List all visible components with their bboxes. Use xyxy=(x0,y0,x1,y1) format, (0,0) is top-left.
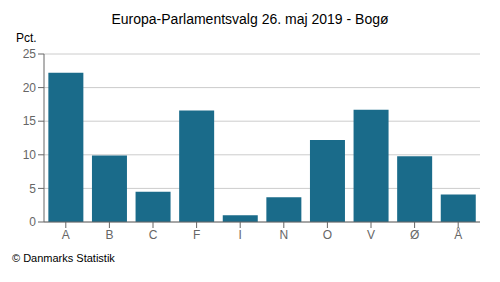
svg-text:15: 15 xyxy=(23,114,37,128)
svg-text:N: N xyxy=(279,228,288,242)
svg-text:C: C xyxy=(149,228,158,242)
svg-text:A: A xyxy=(62,228,70,242)
svg-text:20: 20 xyxy=(23,81,37,95)
svg-text:B: B xyxy=(105,228,113,242)
html-text:Europa-Parlamentsvalg 26. maj: Europa-Parlamentsvalg 26. maj 2019 - Bog… xyxy=(111,11,389,27)
svg-text:5: 5 xyxy=(29,182,36,196)
svg-text:25: 25 xyxy=(23,47,37,61)
svg-text:10: 10 xyxy=(23,148,37,162)
html-text:Pct.: Pct. xyxy=(16,31,37,45)
svg-text:O: O xyxy=(323,228,332,242)
svg-text:0: 0 xyxy=(29,215,36,229)
svg-text:Ø: Ø xyxy=(410,228,419,242)
svg-text:F: F xyxy=(193,228,200,242)
svg-text:I: I xyxy=(239,228,242,242)
svg-text:Å: Å xyxy=(454,227,462,242)
svg-text:V: V xyxy=(367,228,375,242)
html-text:© Danmarks Statistik: © Danmarks Statistik xyxy=(12,252,115,264)
